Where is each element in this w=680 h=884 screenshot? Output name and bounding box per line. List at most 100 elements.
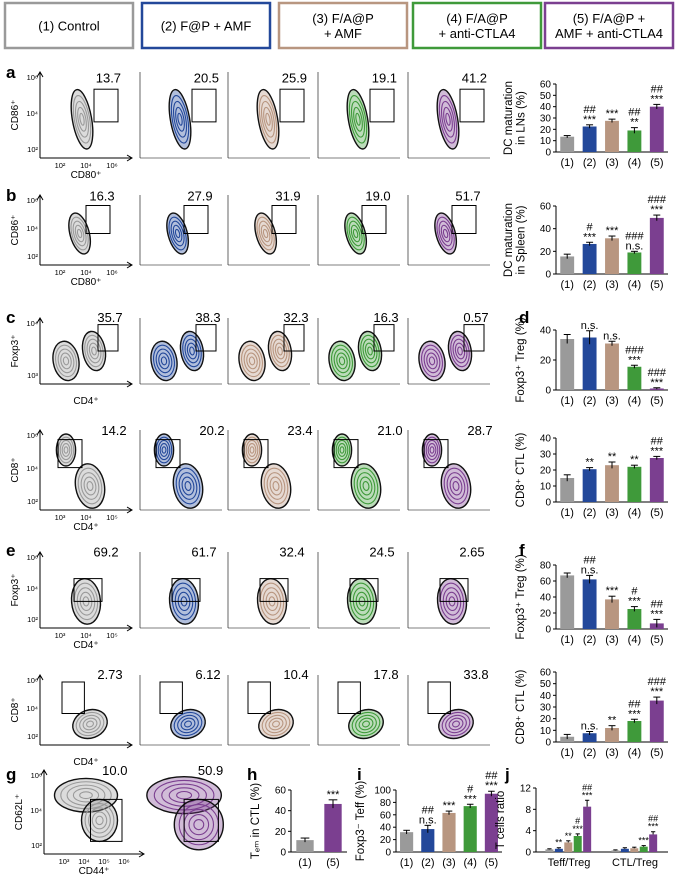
y-tick-label: 10⁴ xyxy=(26,109,38,118)
significance-mark: *** xyxy=(650,204,664,216)
y-axis-label: Tₑₘ in CTL (%) xyxy=(250,783,262,859)
gate-box xyxy=(439,578,469,602)
y-arrow xyxy=(36,317,44,324)
density-contour xyxy=(171,582,197,621)
bar xyxy=(627,466,642,502)
y-tick-label: 100 xyxy=(374,786,391,797)
flow-plot-b-1: 16.3 xyxy=(68,189,115,255)
significance-mark: ** xyxy=(608,451,617,463)
density-contour xyxy=(438,220,453,247)
density-contour xyxy=(188,813,210,836)
gate-percentage: 51.7 xyxy=(455,189,480,204)
flow-plot-a-1: 13.7 xyxy=(70,70,121,150)
density-contour xyxy=(177,112,183,126)
gate-box xyxy=(451,205,477,234)
legend-label-1: (1) Control xyxy=(38,19,100,34)
density-contour xyxy=(256,216,275,251)
bar xyxy=(442,812,456,852)
significance-mark: n.s. xyxy=(581,320,599,332)
gate-percentage: 6.12 xyxy=(195,667,220,682)
significance-mark: *** xyxy=(650,608,664,620)
density-contour xyxy=(184,338,200,364)
density-contour xyxy=(350,224,361,243)
x-tick-label: 10⁴ xyxy=(80,268,92,277)
density-contour xyxy=(367,346,373,356)
y-axis-label: CD62L⁺ xyxy=(14,794,25,830)
gate-percentage: 24.5 xyxy=(369,545,394,560)
density-contour xyxy=(362,720,370,728)
x-tick-label: (1) xyxy=(560,157,573,169)
density-contour xyxy=(438,94,458,144)
density-contour xyxy=(353,106,363,132)
density-contour xyxy=(173,798,225,851)
density-contour xyxy=(428,356,436,366)
density-contour xyxy=(260,224,271,243)
y-axis-label: CD8⁺ CTL (%) xyxy=(515,433,527,508)
density-contour xyxy=(445,112,451,126)
density-contour xyxy=(170,220,185,247)
density-contour xyxy=(84,803,115,838)
bar xyxy=(611,850,620,852)
significance-mark: *** xyxy=(628,708,642,720)
bar xyxy=(463,806,477,852)
flow-plot-c1-3: 32.3 xyxy=(238,310,309,382)
x-arrow xyxy=(126,261,133,269)
flow-axes: 10⁶ 10⁴ 10² 10³ 10⁴ 10⁵ Foxp3⁺ CD4⁺ xyxy=(10,551,133,651)
gate-box xyxy=(155,439,181,469)
density-contour xyxy=(346,216,365,251)
density-contour xyxy=(240,344,264,378)
bar xyxy=(582,733,597,742)
y-tick-label: 10⁴ xyxy=(26,584,38,593)
density-contour xyxy=(57,348,75,374)
density-contour xyxy=(452,720,460,728)
x-arrow xyxy=(126,506,133,514)
y-tick-label: 60 xyxy=(275,786,287,797)
y-tick-label: 20 xyxy=(380,835,392,846)
density-contour xyxy=(246,352,258,370)
density-contour xyxy=(450,334,470,368)
bar xyxy=(582,579,597,629)
flow-plot-e1-1: 69.2 xyxy=(70,545,119,625)
density-contour xyxy=(438,708,474,740)
y-tick-label: 10² xyxy=(27,732,38,741)
density-contour xyxy=(74,224,85,243)
bar-chart-d: 0 20 40 Foxp3⁺ Treg (%) (1) (2) n.s. (3) n.s. (4)… xyxy=(515,317,668,407)
x-tick-label: (2) xyxy=(421,857,434,869)
significance-mark: ** xyxy=(608,715,617,727)
bar xyxy=(627,721,642,742)
density-contour xyxy=(160,356,168,366)
density-contour xyxy=(449,476,463,496)
bar xyxy=(560,136,575,152)
significance-mark: ## xyxy=(583,554,596,566)
gate-box xyxy=(247,681,271,714)
significance-mark: ** xyxy=(630,117,639,129)
x-tick-label: 10⁴ xyxy=(80,161,92,170)
y-tick-label: 10⁶ xyxy=(27,431,38,440)
density-contour xyxy=(175,467,201,505)
density-contour xyxy=(457,346,463,356)
bar-chart-h: 0 20 40 60 Tₑₘ in CTL (%) (1) (5) *** xyxy=(250,783,347,869)
density-contour xyxy=(170,708,206,740)
density-contour xyxy=(448,717,464,731)
x-arrow xyxy=(138,850,145,858)
significance-mark: ### xyxy=(648,194,667,206)
flow-plot-e2-4: 17.8 xyxy=(337,667,399,740)
gate-percentage: 13.7 xyxy=(96,70,121,85)
density-contour xyxy=(362,481,370,491)
density-contour xyxy=(446,472,466,500)
density-contour xyxy=(356,472,376,500)
significance-mark: n.s. xyxy=(603,330,621,342)
x-tick-label: (4) xyxy=(628,634,641,646)
y-tick-label: 0 xyxy=(280,848,286,859)
y-tick-label: 20 xyxy=(540,247,552,258)
significance-mark: n.s. xyxy=(626,240,644,252)
gate-box xyxy=(427,681,451,714)
bar xyxy=(582,243,597,274)
density-contour xyxy=(62,356,70,366)
density-contour xyxy=(86,481,94,491)
x-tick-label: (5) xyxy=(650,507,663,519)
significance-mark: *** xyxy=(327,789,341,801)
bar xyxy=(605,238,619,274)
density-contour xyxy=(348,220,363,247)
density-contour xyxy=(61,443,71,457)
